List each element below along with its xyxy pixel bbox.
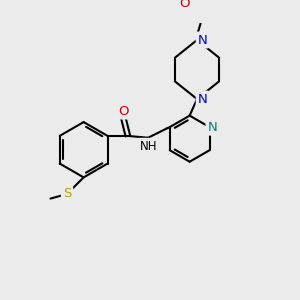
Text: N: N — [208, 121, 217, 134]
Text: O: O — [179, 0, 189, 10]
Text: O: O — [118, 104, 128, 118]
Text: N: N — [198, 34, 207, 46]
Text: N: N — [198, 92, 207, 106]
Text: S: S — [63, 188, 71, 200]
Text: NH: NH — [140, 140, 157, 152]
